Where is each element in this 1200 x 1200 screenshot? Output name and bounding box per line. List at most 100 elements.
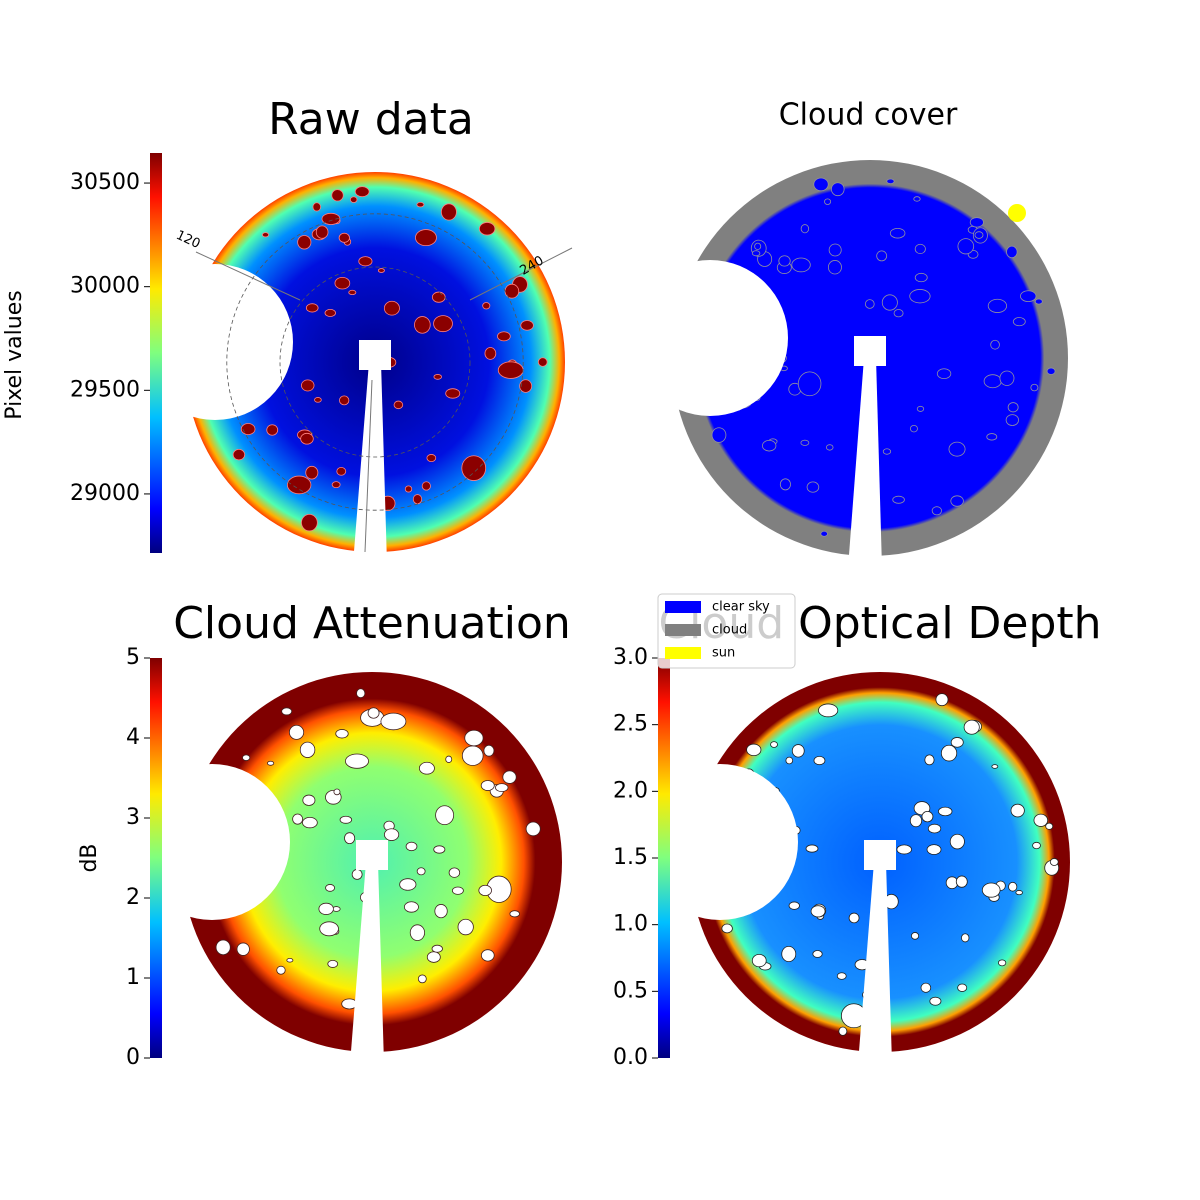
- azimuth-line: [469, 247, 573, 301]
- cloud-blob: [1045, 822, 1054, 830]
- cloud-blob: [909, 424, 918, 433]
- cloud-blob: [711, 427, 727, 443]
- legend-swatch: [665, 601, 701, 613]
- cloud-blob: [267, 760, 275, 766]
- cloud-blob: [414, 316, 431, 334]
- elevation-circle: [226, 213, 524, 511]
- azimuth-line: [364, 379, 373, 553]
- colorbar-tick-label: 1: [126, 965, 140, 990]
- cloud-blob: [312, 202, 322, 212]
- cloud-blob: [791, 257, 811, 273]
- cloud-blob: [480, 949, 495, 962]
- cloud-blob: [525, 821, 541, 837]
- cloud-blob: [335, 729, 349, 739]
- cloud-blob: [924, 754, 935, 766]
- cloud-blob: [886, 178, 895, 184]
- cloud-blob: [435, 805, 455, 826]
- horizon-cut: [137, 264, 293, 420]
- cloud-blob: [820, 530, 828, 537]
- cloud-blob: [301, 513, 318, 532]
- cloud-blob: [949, 833, 965, 850]
- cloud-blob: [751, 250, 761, 257]
- cloud-blob: [936, 368, 952, 379]
- cloud-blob: [315, 225, 329, 239]
- cloud-blob: [974, 231, 984, 239]
- cloud-blob: [440, 203, 457, 221]
- colorbar-tick-label: 29500: [70, 377, 140, 402]
- cloud-blob: [999, 370, 1015, 386]
- cloud-blob: [464, 729, 484, 747]
- cloud-blob: [810, 905, 826, 918]
- cloud-blob: [1032, 841, 1041, 850]
- cloud-blob: [339, 815, 353, 824]
- cloud-blob: [318, 902, 334, 915]
- cloud-blob: [404, 485, 413, 493]
- cloud-blob: [813, 177, 829, 192]
- cloud-blob: [331, 481, 341, 489]
- colorbar-tick-label: 30500: [70, 170, 140, 195]
- cloud-blob: [409, 924, 425, 941]
- cloud-blob: [297, 235, 312, 250]
- horizon-cut: [134, 764, 290, 920]
- cloud-blob: [215, 939, 231, 956]
- cloud-blob: [889, 227, 906, 239]
- cloud-blob: [445, 388, 461, 399]
- colorbar-tick-label: 5: [126, 645, 140, 670]
- colorbar-label: dB: [77, 843, 102, 872]
- cloud-blob: [721, 923, 733, 934]
- cloud-blob: [913, 196, 921, 202]
- colorbar-tick-label: 0: [126, 1045, 140, 1070]
- cloud-blob: [339, 395, 350, 406]
- sky-image: [134, 672, 562, 1064]
- sky-image: [137, 172, 565, 564]
- legend-swatch: [665, 624, 701, 636]
- cloud-blob: [981, 882, 1001, 898]
- cloud-blob: [305, 303, 319, 313]
- cloud-blob: [1034, 298, 1043, 305]
- cloud-blob: [1012, 317, 1026, 327]
- horizon-cut: [642, 764, 798, 920]
- cloud-blob: [1007, 402, 1019, 413]
- cloud-blob: [356, 688, 366, 699]
- cloud-blob: [770, 741, 778, 748]
- cloud-blob: [818, 703, 839, 718]
- cloud-blob: [314, 397, 322, 403]
- cloud-blob: [997, 959, 1007, 967]
- mast-shadow: [858, 862, 892, 1064]
- cloud-blob: [333, 788, 341, 796]
- cloud-blob: [433, 374, 442, 380]
- cloud-blob: [825, 444, 834, 451]
- legend: clear sky cloud sun: [657, 593, 796, 669]
- cloud-blob: [955, 875, 968, 888]
- cloud-blob: [876, 250, 888, 262]
- cloud-blob: [480, 780, 495, 791]
- cloud-blob: [433, 315, 453, 333]
- cloud-blob: [417, 974, 427, 984]
- cloud-blob: [948, 441, 966, 457]
- cloud-blob: [754, 242, 762, 251]
- colorbar-tick-label: 1.5: [613, 845, 648, 870]
- cloud-blob: [348, 289, 357, 296]
- cloud-blob: [1006, 245, 1018, 259]
- cloud-blob: [950, 737, 964, 748]
- cloud-blob: [893, 309, 904, 318]
- cloud-blob: [914, 272, 928, 283]
- cloud-blob: [938, 806, 953, 817]
- camera-arm: [864, 840, 896, 870]
- cloud-blob: [914, 243, 926, 255]
- cloud-blob: [242, 754, 251, 761]
- cloud-blob: [434, 904, 448, 919]
- camera-arm: [854, 336, 886, 366]
- cloud-blob: [812, 950, 823, 958]
- colorbar-tick-label: 30000: [70, 274, 140, 299]
- cloud-blob: [445, 755, 453, 763]
- cloud-blob: [990, 339, 1000, 350]
- cloud-blob: [520, 320, 534, 331]
- cloud-blob: [403, 901, 419, 913]
- cloud-blob: [824, 198, 832, 205]
- cloud-blob: [987, 298, 1008, 313]
- cloud-blob: [537, 357, 548, 367]
- cloud-blob: [344, 832, 356, 845]
